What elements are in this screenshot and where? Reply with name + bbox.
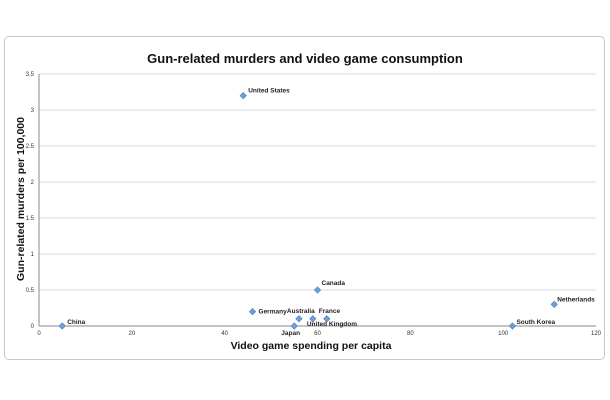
x-tick-label: 60 [314,331,321,337]
y-tick-label: 1 [31,252,35,258]
data-point-australia [295,315,303,323]
y-tick-label: 0 [31,324,35,330]
data-points [58,91,558,330]
point-label-netherlands: Netherlands [557,296,595,303]
axes [38,74,596,327]
y-tick-label: 3 [31,108,35,114]
x-tick-label: 120 [591,331,602,337]
y-tick-label: 3.5 [26,72,35,78]
chart-frame: Gun-related murders and video game consu… [4,36,605,360]
x-tick-label: 80 [407,331,414,337]
y-tick-label: 1.5 [26,216,35,222]
point-label-germany: Germany [259,309,288,316]
y-tick-label: 0.5 [26,288,35,294]
data-point-japan [290,322,298,330]
x-tick-label: 20 [128,331,135,337]
point-label-china: China [67,319,85,326]
data-point-south-korea [508,322,517,330]
point-labels: United States China Germany Australia Canada… [67,88,595,337]
data-point-netherlands [550,300,558,309]
data-point-united-kingdom [309,315,317,323]
scatter-chart: Gun-related murders and video game consu… [15,51,602,352]
point-label-australia: Australia [287,308,315,315]
data-point-germany [248,307,257,316]
point-label-france: France [319,308,341,315]
grid-lines [39,73,596,291]
point-label-canada: Canada [322,280,346,287]
point-label-japan: Japan [281,330,300,337]
x-tick-label: 100 [498,331,509,337]
data-point-canada [313,286,322,294]
tick-labels: 0 0.5 1 1.5 2 2.5 3 3.5 0 20 40 60 80 100 120 [26,72,602,337]
x-tick-label: 40 [221,331,228,337]
data-point-france [323,315,331,323]
data-point-united-states [239,91,247,100]
x-tick-label: 0 [37,331,41,337]
data-point-china [58,322,66,330]
point-label-south-korea: South Korea [516,319,555,326]
y-tick-label: 2 [31,180,35,186]
y-tick-label: 2.5 [26,144,35,150]
chart-title: Gun-related murders and video game consu… [147,51,463,66]
y-axis-label: Gun-related murders per 100,000 [15,117,27,281]
x-axis-label: Video game spending per capita [231,340,392,352]
point-label-united-states: United States [248,88,290,95]
point-label-united-kingdom: United Kingdom [307,321,357,328]
